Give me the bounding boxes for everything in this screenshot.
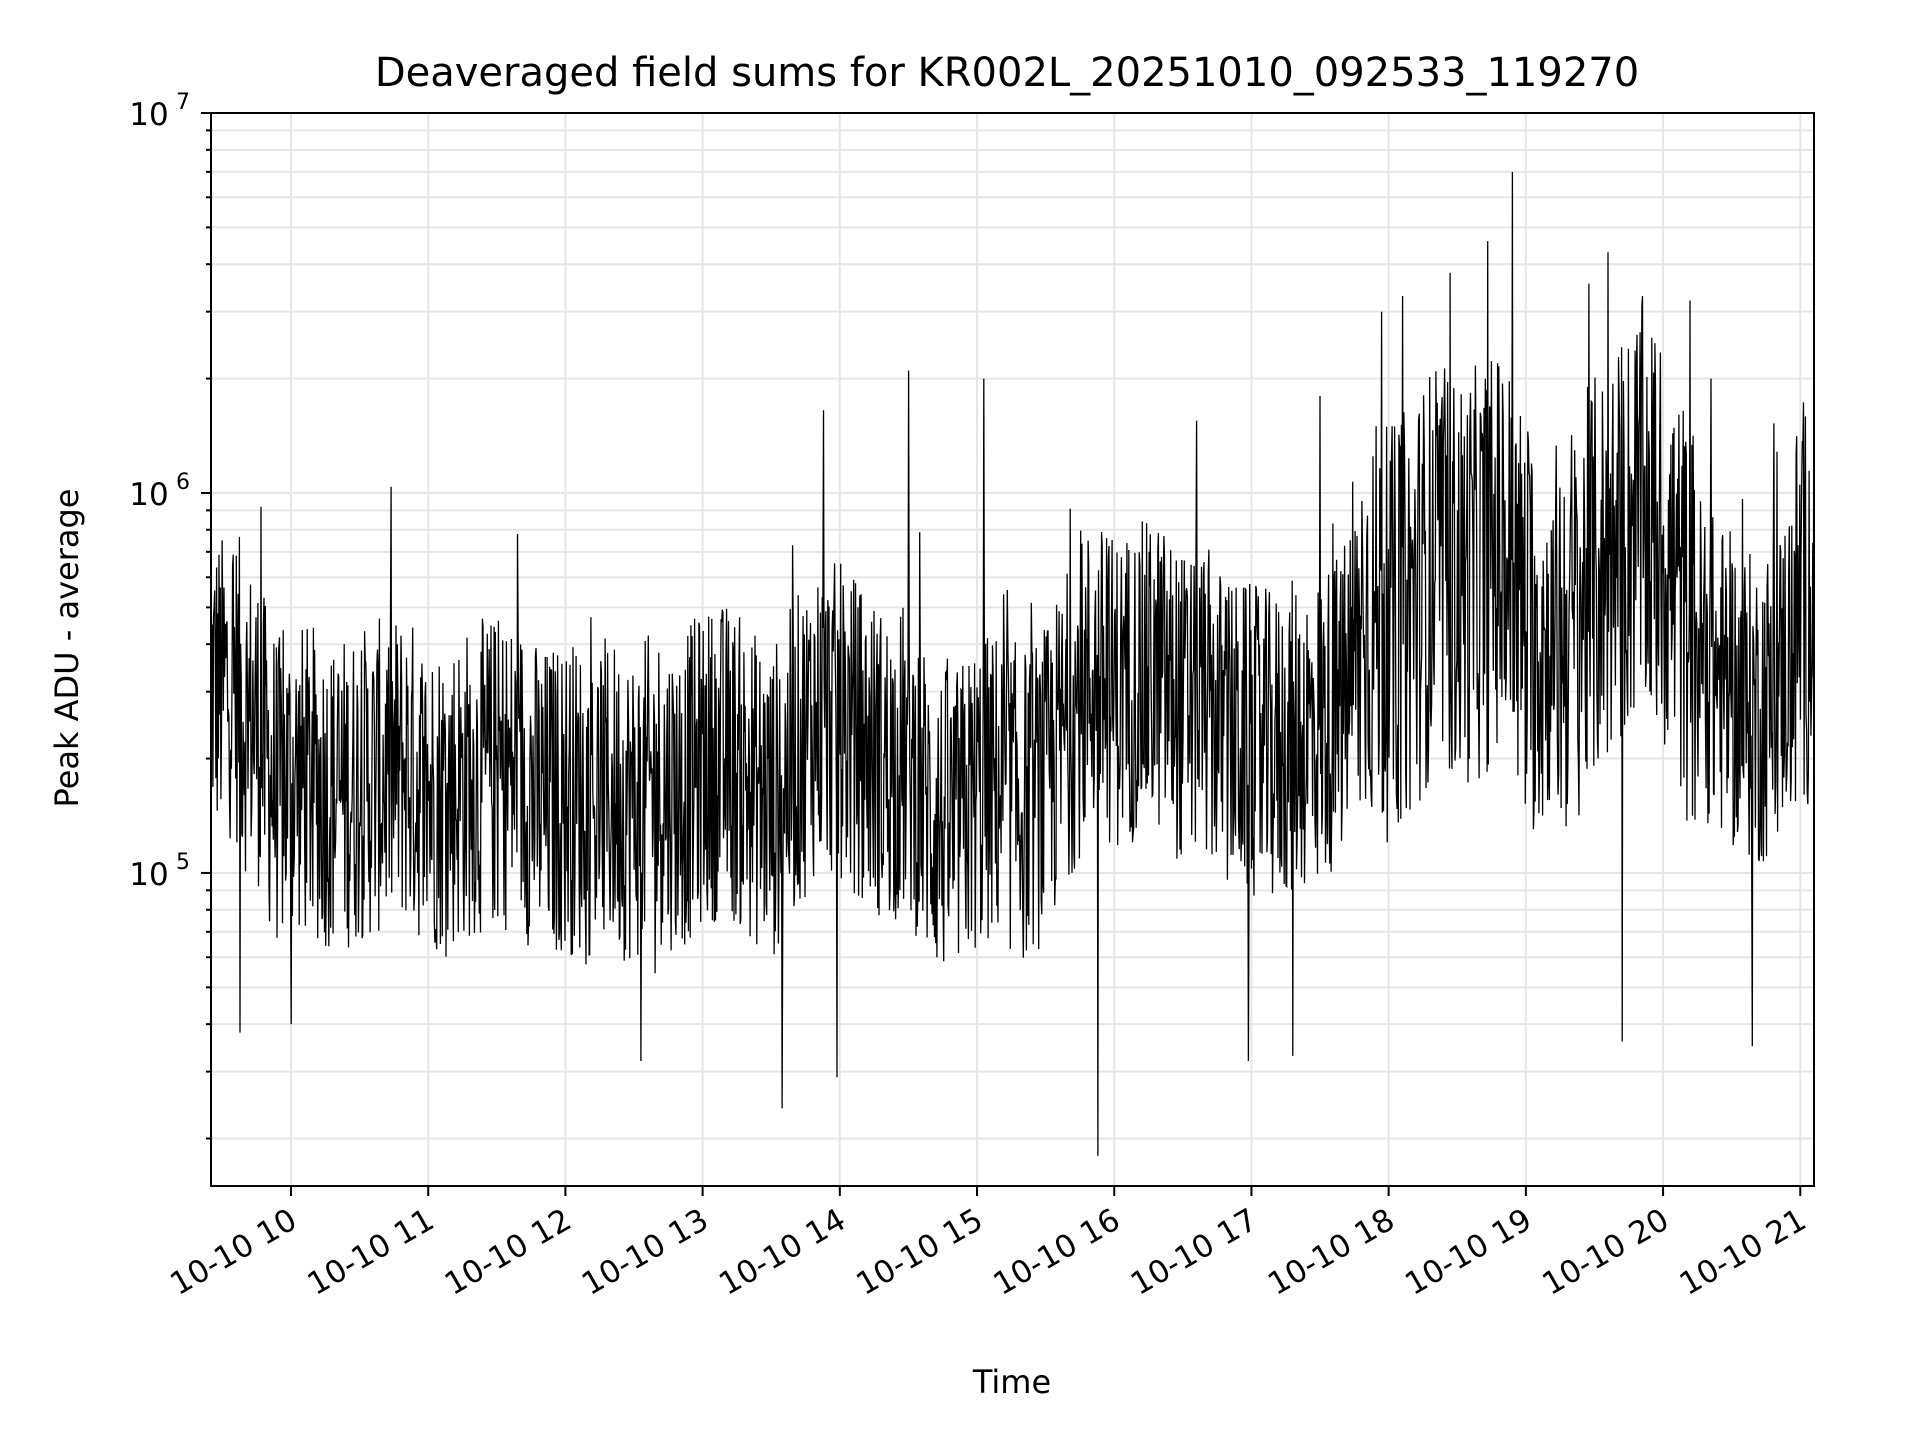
y-tick-exponent: 5: [176, 850, 190, 875]
x-tick-label: 10-10 17: [1125, 1202, 1264, 1303]
x-tick-label: 10-10 14: [713, 1202, 852, 1303]
y-tick-exponent: 6: [176, 470, 190, 495]
x-tick-label: 10-10 10: [164, 1202, 303, 1303]
y-axis: 10 5 10 6 10 7: [129, 90, 211, 1140]
x-tick-label: 10-10 15: [850, 1202, 989, 1303]
series-line: [210, 153, 1815, 1156]
x-tick-label: 10-10 16: [988, 1202, 1127, 1303]
y-tick-label: 10: [129, 857, 168, 893]
x-tick-label: 10-10 20: [1536, 1202, 1675, 1303]
x-tick-label: 10-10 21: [1674, 1202, 1813, 1303]
y-tick-label: 10: [129, 477, 168, 513]
y-tick-label: 10: [129, 97, 168, 133]
chart-title: Deaveraged field sums for KR002L_2025101…: [375, 50, 1639, 96]
y-axis-label: Peak ADU - average: [48, 489, 86, 808]
x-tick-label: 10-10 19: [1399, 1202, 1538, 1303]
y-tick-exponent: 7: [176, 90, 190, 115]
x-tick-label: 10-10 12: [439, 1202, 578, 1303]
data-series: [210, 153, 1815, 1156]
x-tick-label: 10-10 18: [1262, 1202, 1401, 1303]
x-axis-label: Time: [972, 1363, 1051, 1401]
x-tick-label: 10-10 11: [301, 1202, 440, 1303]
plot-frame: [210, 112, 1815, 1187]
x-tick-label: 10-10 13: [576, 1202, 715, 1303]
